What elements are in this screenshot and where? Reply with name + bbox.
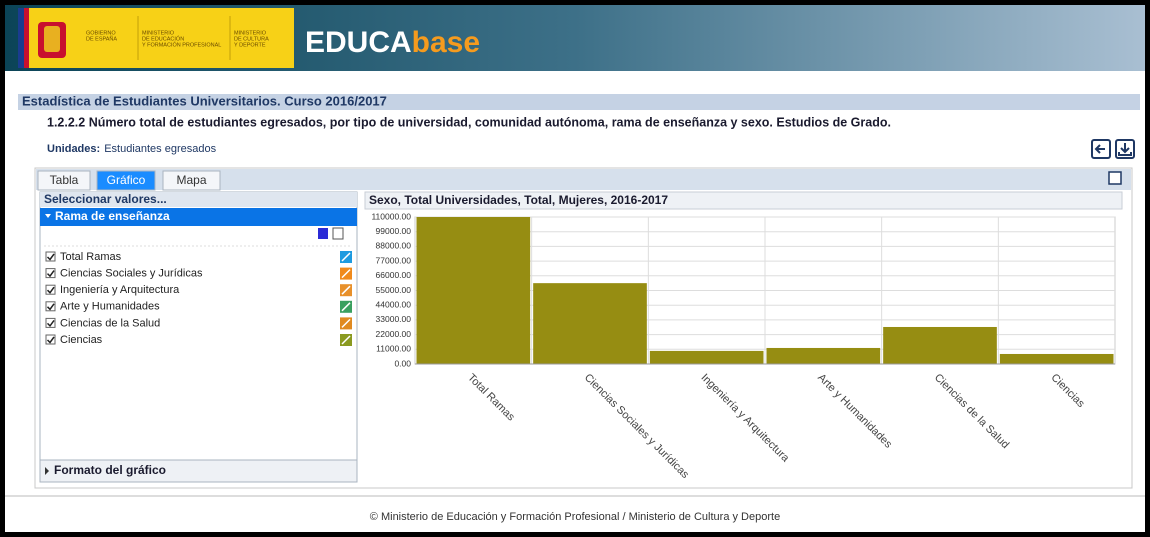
- flag-stripe: [24, 8, 29, 68]
- pencil: [341, 252, 351, 262]
- selector-panel: [39, 191, 358, 483]
- y-tick-label: 77000.00: [376, 255, 412, 265]
- item-label: Ingeniería y Arquitectura: [60, 284, 180, 296]
- pencil: [341, 335, 351, 345]
- bar: [766, 347, 881, 364]
- tab-bar: [36, 169, 1131, 190]
- y-tick-label: 22000.00: [376, 329, 412, 339]
- check: [46, 303, 55, 311]
- y-tick-label: 88000.00: [376, 241, 412, 251]
- logo-text: DE ESPAÑA: [86, 35, 117, 42]
- brand-b: base: [412, 26, 480, 59]
- checkbox[interactable]: [45, 317, 56, 328]
- units: Unidades: Estudiantes egresados: [47, 143, 217, 155]
- select-all-icon[interactable]: [318, 228, 328, 239]
- format-bar[interactable]: [39, 459, 358, 483]
- tab-label: Mapa: [176, 173, 206, 187]
- item-label: Total Ramas: [60, 251, 122, 263]
- check: [46, 319, 55, 328]
- tabs: Tabla Gráfico Mapa: [37, 170, 221, 191]
- item-label: Ciencias Sociales y Jurídicas: [60, 268, 203, 280]
- y-tick-label: 44000.00: [376, 299, 412, 309]
- logo-text: Y DEPORTE: [234, 42, 266, 48]
- chart-title: Sexo, Total Universidades, Total, Mujere…: [369, 193, 668, 207]
- download-icon: [1118, 143, 1132, 156]
- bar: [533, 283, 647, 364]
- logo-text: DE EDUCACIÓN: [142, 35, 184, 42]
- check: [46, 336, 55, 344]
- pencil: [341, 318, 351, 328]
- expand-icon[interactable]: [1108, 171, 1122, 185]
- format-title: Formato del gráfico: [54, 463, 166, 477]
- tab[interactable]: [37, 170, 91, 191]
- logo-text: DE CULTURA: [234, 36, 269, 42]
- bar: [883, 326, 997, 364]
- caret: [45, 214, 51, 218]
- brand: EDUCAbase: [305, 26, 480, 59]
- item-label: Ciencias: [60, 334, 103, 346]
- caret: [45, 467, 49, 475]
- page-subtitle: 1.2.2.2 Número total de estudiantes egre…: [47, 115, 891, 129]
- checkbox[interactable]: [45, 334, 56, 345]
- logo-text: Y FORMACIÓN PROFESIONAL: [142, 41, 221, 48]
- tab-label: Gráfico: [107, 173, 146, 187]
- selector-header: Seleccionar valores...: [44, 192, 167, 206]
- units-label: Unidades:: [47, 143, 100, 155]
- y-tick-label: 110000.00: [371, 211, 411, 221]
- logo-text: MINISTERIO: [234, 30, 267, 36]
- y-tick-label: 11000.00: [376, 344, 411, 354]
- footer: © Ministerio de Educación y Formación Pr…: [370, 511, 780, 523]
- section-title: Rama de enseñanza: [55, 209, 170, 223]
- logo-text: GOBIERNO: [86, 30, 116, 36]
- units-value: Estudiantes egresados: [104, 143, 216, 155]
- tab-label: Tabla: [50, 173, 79, 187]
- check: [46, 270, 55, 278]
- checkbox[interactable]: [45, 301, 56, 312]
- checkbox[interactable]: [45, 251, 56, 262]
- pencil: [341, 302, 351, 312]
- tab[interactable]: [96, 170, 156, 191]
- section-bar[interactable]: [40, 208, 357, 226]
- page-title: Estadística de Estudiantes Universitario…: [22, 93, 387, 108]
- title-band: [18, 94, 1140, 110]
- bar: [649, 350, 764, 364]
- bar: [999, 353, 1114, 364]
- y-tick-label: 99000.00: [376, 226, 412, 236]
- chart-title-bar: [364, 191, 1123, 210]
- selector-header-bar: [40, 192, 357, 207]
- back-icon: [1094, 144, 1105, 154]
- pencil: [341, 285, 351, 295]
- selector-items: Total Ramas Ciencias Sociales y Jurídicas…: [45, 251, 352, 346]
- pencil: [341, 269, 351, 279]
- checkbox[interactable]: [45, 268, 56, 279]
- y-tick-label: 0.00: [394, 358, 411, 368]
- item-label: Arte y Humanidades: [60, 301, 160, 313]
- check: [46, 253, 55, 261]
- y-tick-label: 33000.00: [376, 314, 412, 324]
- select-none-icon[interactable]: [332, 227, 344, 240]
- checkbox[interactable]: [45, 284, 56, 295]
- check: [46, 286, 55, 294]
- y-tick-label: 66000.00: [376, 270, 412, 280]
- brand-a: EDUCA: [305, 26, 412, 59]
- tab[interactable]: [162, 170, 221, 191]
- logo-text: MINISTERIO: [142, 30, 175, 36]
- item-label: Ciencias de la Salud: [60, 317, 160, 329]
- bar: [416, 217, 531, 364]
- eu-stripe: [18, 8, 24, 68]
- coat-of-arms-inner: [44, 26, 60, 52]
- y-tick-label: 55000.00: [376, 285, 412, 295]
